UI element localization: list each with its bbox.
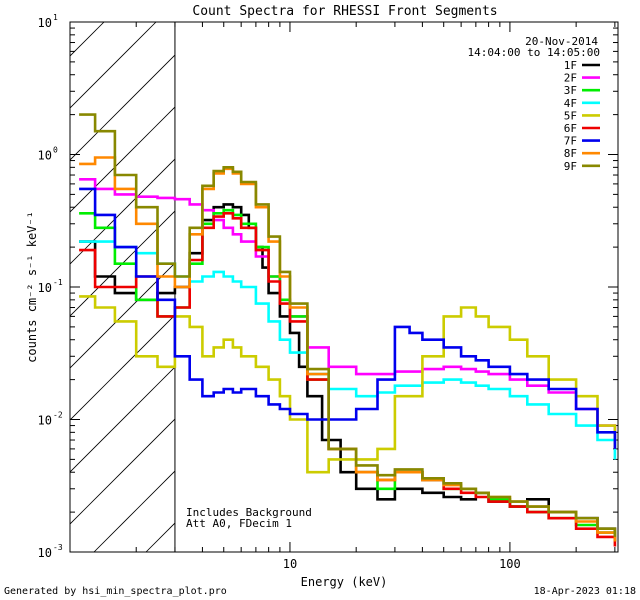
series-group [79, 113, 617, 547]
y-axis-label: counts cm⁻² s⁻¹ keV⁻¹ [25, 211, 39, 363]
x-tick-label: 10 [283, 557, 297, 571]
y-tick-exponent: -2 [53, 411, 63, 420]
footer-generated-by: Generated by hsi_min_spectra_plot.pro [4, 586, 227, 597]
legend-label-1F: 1F [564, 59, 577, 72]
axis-ticks [69, 21, 618, 553]
y-tick-label: 10 [38, 414, 52, 428]
y-tick-exponent: 0 [53, 146, 58, 155]
attenuator-hatch-region [70, 22, 175, 552]
y-tick-exponent: -3 [53, 543, 63, 552]
y-tick-exponent: -1 [53, 278, 63, 287]
hatch-line [70, 210, 175, 317]
legend-label-9F: 9F [564, 160, 577, 173]
series-line-8F [79, 156, 617, 542]
series-line-9F [79, 113, 617, 537]
legend-label-5F: 5F [564, 109, 577, 122]
date-annotation: 20-Nov-2014 [525, 35, 598, 48]
y-tick-label: 10 [38, 546, 52, 560]
series-line-4F [79, 240, 617, 460]
hatch-line [70, 418, 175, 525]
legend-label-4F: 4F [564, 97, 577, 110]
hatch-line [70, 366, 175, 473]
note-attenuator: Att A0, FDecim 1 [186, 517, 292, 530]
x-axis-label: Energy (keV) [301, 575, 388, 589]
series-line-3F [79, 208, 617, 542]
series-line-7F [79, 187, 617, 449]
legend-label-7F: 7F [564, 135, 577, 148]
y-tick-label: 10 [38, 149, 52, 163]
series-line-1F [79, 203, 617, 542]
hatch-line [70, 22, 105, 57]
y-tick-label: 10 [38, 16, 52, 30]
x-tick-label: 100 [499, 557, 521, 571]
hatch-line [70, 158, 175, 265]
legend-label-2F: 2F [564, 72, 577, 85]
y-tick-exponent: 1 [53, 13, 58, 22]
x-tick-labels: 10 100 [283, 557, 521, 571]
legend-label-8F: 8F [564, 147, 577, 160]
note-background: Includes Background [186, 506, 312, 519]
legend-label-3F: 3F [564, 84, 577, 97]
footer-timestamp: 18-Apr-2023 01:18 [534, 586, 636, 597]
chart-title: Count Spectra for RHESSI Front Segments [192, 4, 497, 19]
hatch-line [70, 22, 157, 109]
time-annotation: 14:04:00 to 14:05:00 [468, 46, 600, 59]
series-line-2F [79, 178, 617, 440]
series-line-5F [79, 295, 617, 474]
legend-label-6F: 6F [564, 122, 577, 135]
y-tick-label: 10 [38, 281, 52, 295]
